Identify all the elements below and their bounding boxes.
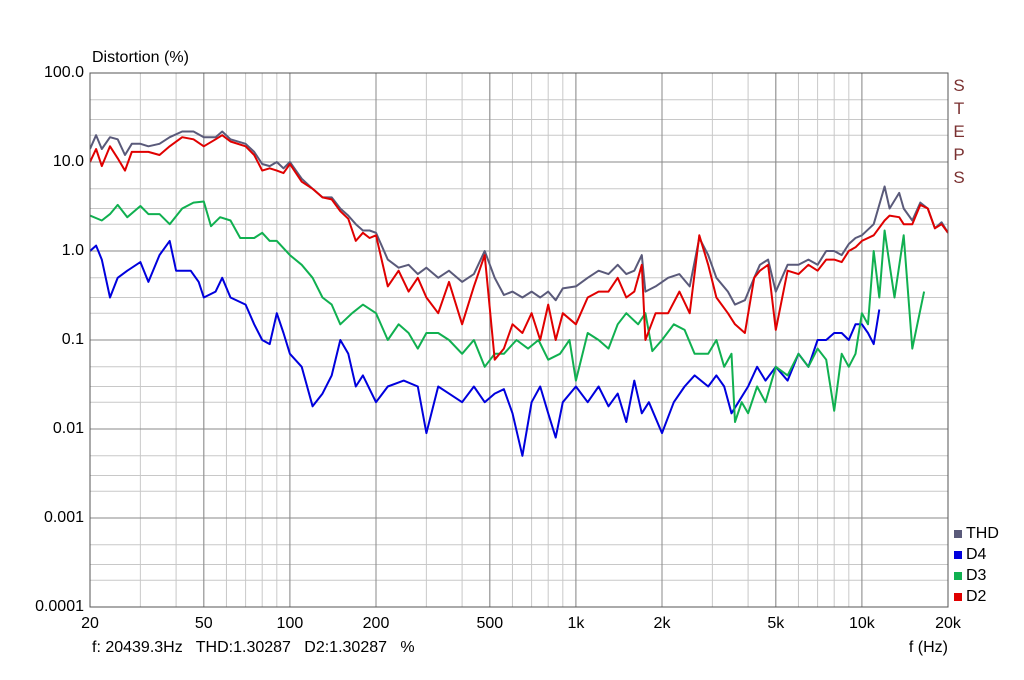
plot-frame (89, 72, 949, 608)
x-tick-label: 2k (654, 615, 672, 632)
y-tick-label: 10.0 (53, 153, 84, 170)
x-tick-label: 20k (935, 615, 962, 632)
y-tick-label: 0.1 (62, 331, 84, 348)
grid (89, 72, 949, 608)
y-tick-label: 100.0 (44, 64, 84, 81)
y-axis-label: Distortion (%) (92, 49, 189, 66)
legend-label: D3 (966, 567, 987, 584)
x-axis-label: f (Hz) (909, 639, 948, 656)
y-tick-label: 0.0001 (35, 598, 84, 615)
series-line (90, 130, 948, 306)
series-line (90, 239, 881, 457)
y-tick-label: 0.01 (53, 420, 84, 437)
series-line (90, 200, 926, 423)
legend-label: D4 (966, 546, 987, 563)
watermark: STEPS (950, 76, 969, 191)
x-tick-label: 5k (767, 615, 785, 632)
series-line (90, 134, 948, 361)
x-tick-label: 500 (476, 615, 503, 632)
plot (90, 130, 948, 457)
x-tick-label: 100 (277, 615, 304, 632)
cursor-readout: f: 20439.3Hz THD:1.30287 D2:1.30287 % (92, 639, 415, 656)
x-tick-label: 200 (363, 615, 390, 632)
y-tick-label: 1.0 (62, 242, 84, 259)
legend-label: THD (966, 525, 999, 542)
x-tick-label: 10k (849, 615, 876, 632)
legend-swatch (954, 530, 962, 538)
legend-swatch (954, 572, 962, 580)
x-tick-label: 20 (81, 615, 99, 632)
legend: THD D4 D3 D2 (954, 525, 999, 605)
y-tick-label: 0.001 (44, 509, 84, 526)
legend-swatch (954, 593, 962, 601)
x-tick-label: 1k (567, 615, 585, 632)
legend-label: D2 (966, 588, 987, 605)
legend-swatch (954, 551, 962, 559)
x-tick-label: 50 (195, 615, 213, 632)
